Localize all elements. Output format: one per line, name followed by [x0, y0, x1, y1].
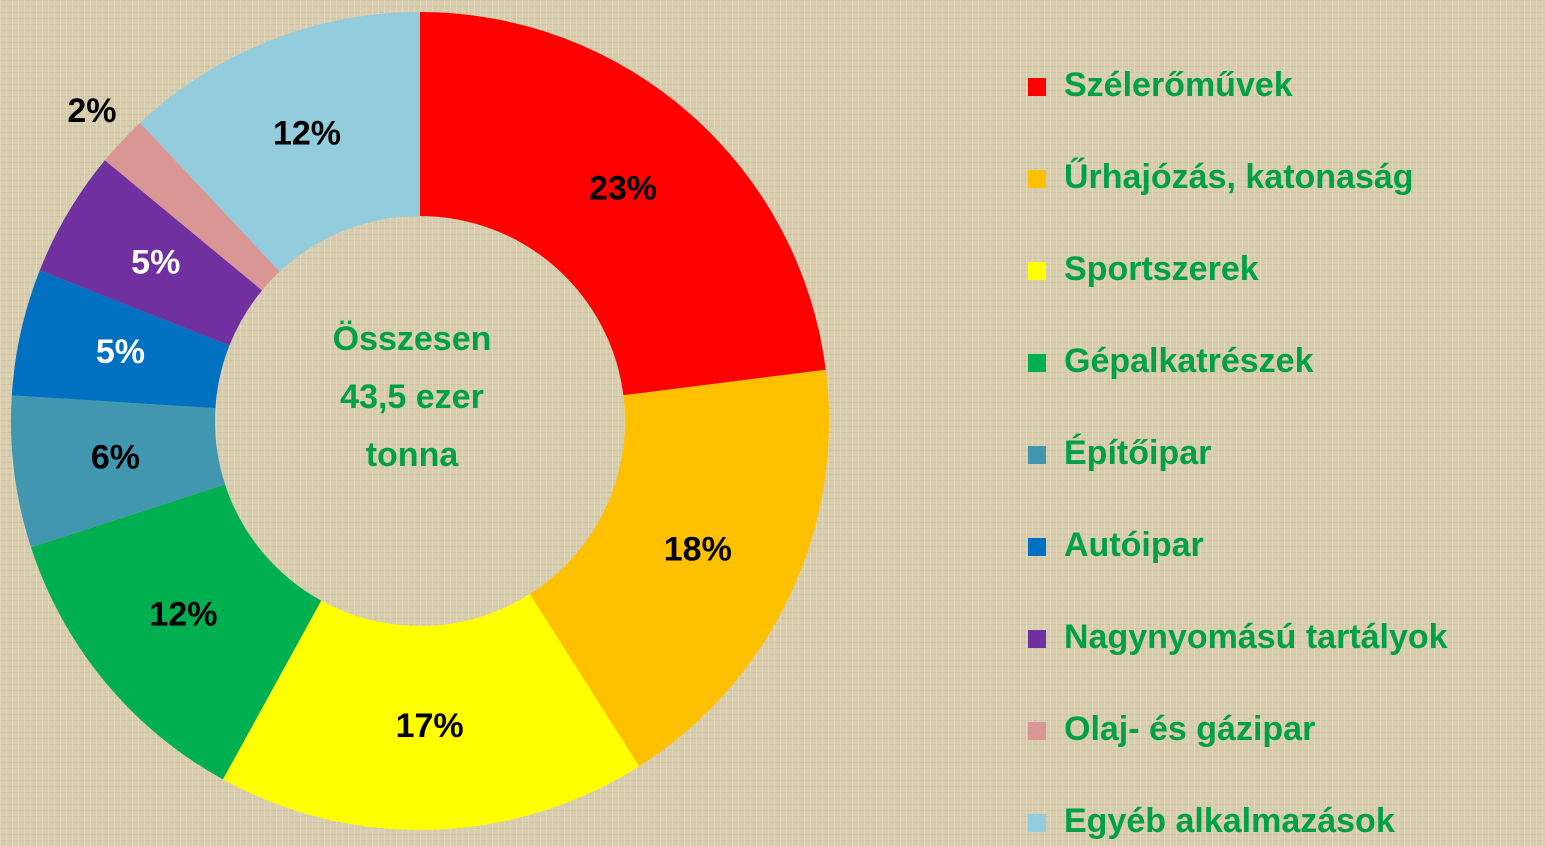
data-label: 12% — [149, 596, 217, 634]
donut-slice — [420, 12, 826, 396]
data-label: 5% — [131, 244, 180, 282]
legend-label: Gépalkatrészek — [1064, 342, 1314, 380]
legend-label: Olaj- és gázipar — [1064, 710, 1315, 748]
legend-label: Autóipar — [1064, 526, 1204, 564]
data-label: 23% — [589, 170, 657, 208]
legend-label: Nagynyomású tartályok — [1064, 618, 1448, 656]
legend-swatch — [1028, 446, 1046, 464]
data-label: 5% — [96, 333, 145, 371]
donut-slice — [31, 484, 322, 780]
legend-swatch — [1028, 630, 1046, 648]
donut-slice — [140, 12, 420, 272]
data-label: 2% — [67, 92, 116, 130]
center-label: tonna — [366, 436, 460, 474]
legend-swatch — [1028, 722, 1046, 740]
center-label: 43,5 ezer — [340, 378, 484, 416]
legend-label: Szélerőművek — [1064, 66, 1293, 104]
donut-slice — [11, 270, 230, 409]
donut-slice — [222, 594, 640, 830]
legend-swatch — [1028, 354, 1046, 372]
center-label: Összesen — [333, 320, 492, 358]
legend-label: Egyéb alkalmazások — [1064, 802, 1395, 840]
legend-swatch — [1028, 262, 1046, 280]
legend-label: Űrhajózás, katonaság — [1064, 158, 1414, 196]
legend-swatch — [1028, 538, 1046, 556]
legend-swatch — [1028, 170, 1046, 188]
donut-slice — [104, 122, 280, 291]
donut-slice — [529, 369, 829, 767]
legend-swatch — [1028, 814, 1046, 832]
legend-swatch — [1028, 78, 1046, 96]
donut-slice — [11, 395, 226, 548]
donut-slice — [39, 160, 263, 346]
data-label: 18% — [664, 531, 732, 569]
data-label: 17% — [396, 707, 464, 745]
legend-label: Építőipar — [1064, 434, 1211, 472]
data-label: 6% — [91, 438, 140, 476]
data-label: 12% — [273, 115, 341, 153]
legend-label: Sportszerek — [1064, 250, 1259, 288]
